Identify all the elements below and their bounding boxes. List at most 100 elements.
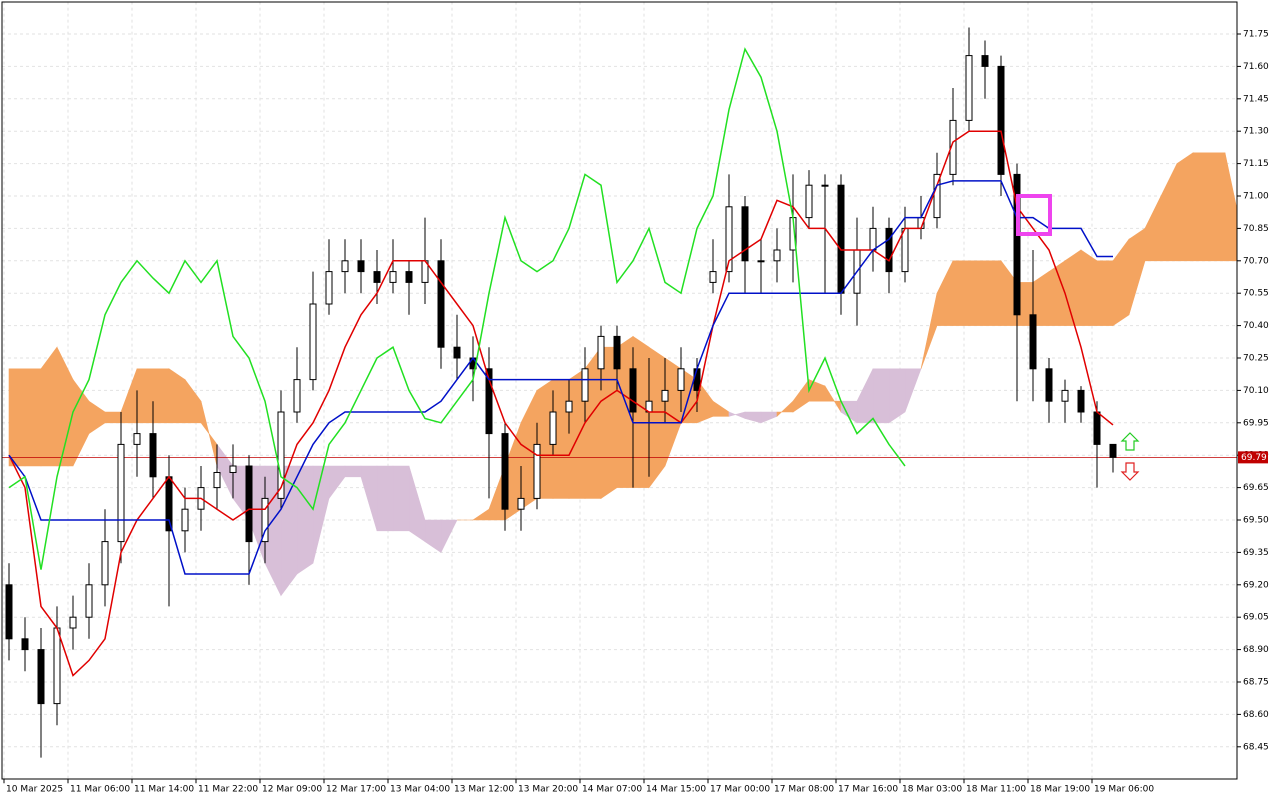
candle-body — [453, 346, 461, 359]
candle-body — [101, 541, 109, 586]
candle-body — [229, 465, 237, 473]
highlight-box — [1016, 194, 1052, 236]
y-tick-label: 70.25 — [1243, 354, 1269, 364]
y-tick-label: 69.20 — [1243, 580, 1269, 590]
cloud-segment — [152, 368, 170, 424]
cloud-segment — [648, 346, 666, 489]
candle-body — [485, 368, 493, 435]
candle-body — [133, 433, 141, 445]
y-tick-label: 69.50 — [1243, 516, 1269, 526]
cloud-segment — [136, 368, 154, 424]
x-tick-label: 12 Mar 17:00 — [326, 785, 386, 795]
candle-body — [309, 303, 317, 381]
cloud-segment — [1192, 152, 1210, 262]
x-tick-label: 11 Mar 22:00 — [198, 785, 258, 795]
candle-body — [213, 471, 221, 489]
candle-body — [613, 335, 621, 370]
x-tick-label: 11 Mar 14:00 — [134, 785, 194, 795]
x-tick-label: 14 Mar 15:00 — [646, 785, 706, 795]
candle-body — [389, 271, 397, 283]
y-tick-label: 70.10 — [1243, 386, 1269, 396]
candle-body — [405, 271, 413, 283]
cloud-segment — [1208, 152, 1226, 262]
cloud-segment — [984, 260, 1002, 326]
cloud-segment — [1224, 152, 1237, 262]
y-tick-label: 69.65 — [1243, 483, 1269, 493]
y-tick-label: 71.45 — [1243, 94, 1269, 104]
cloud-segment — [872, 368, 890, 424]
x-tick-label: 11 Mar 06:00 — [70, 785, 130, 795]
x-tick-label: 17 Mar 16:00 — [838, 785, 898, 795]
candle-body — [565, 400, 573, 413]
cloud-segment — [600, 346, 618, 499]
candle-body — [661, 389, 669, 402]
cloud-segment — [392, 465, 410, 532]
x-tick-label: 18 Mar 11:00 — [966, 785, 1026, 795]
candle-body — [901, 227, 909, 273]
y-tick-label: 69.35 — [1243, 548, 1269, 558]
candle-body — [933, 173, 941, 219]
candle-body — [245, 465, 253, 543]
x-tick-label: 13 Mar 04:00 — [390, 785, 450, 795]
y-tick-label: 68.45 — [1243, 742, 1269, 752]
y-tick-label: 69.95 — [1243, 418, 1269, 428]
candle-body — [5, 584, 13, 640]
candle-body — [277, 411, 285, 499]
candle-body — [629, 368, 637, 413]
y-tick-label: 68.60 — [1243, 710, 1269, 720]
candle-body — [949, 119, 957, 175]
axes: 68.45 68.60 68.75 68.90 69.05 69.20 69.35 69.50… — [3, 30, 1269, 795]
candle-body — [1013, 173, 1021, 316]
candle-body — [181, 508, 189, 532]
x-tick-label: 14 Mar 07:00 — [582, 785, 642, 795]
price-label: 69.79 — [1241, 453, 1267, 463]
cloud-segment — [1080, 249, 1098, 326]
x-tick-label: 18 Mar 19:00 — [1030, 785, 1090, 795]
candle-body — [1061, 389, 1069, 402]
candle-body — [341, 260, 349, 273]
y-tick-label: 68.90 — [1243, 645, 1269, 655]
candle-body — [805, 184, 813, 219]
indicator-line — [8, 47, 906, 570]
candle-body — [869, 227, 877, 251]
cloud-segment — [296, 465, 314, 575]
candle-body — [293, 379, 301, 413]
candle-body — [677, 368, 685, 391]
candle-body — [1109, 443, 1117, 458]
cloud-segment — [440, 519, 458, 553]
down-arrow — [1120, 462, 1140, 481]
candle-body — [1045, 368, 1053, 402]
candle-body — [741, 206, 749, 262]
candle-body — [597, 335, 605, 370]
y-tick-label: 71.60 — [1243, 62, 1269, 72]
candle-body — [501, 433, 509, 510]
y-tick-label: 71.30 — [1243, 127, 1269, 137]
cloud-segment — [24, 368, 42, 467]
grid — [2, 1, 1237, 780]
candle-body — [517, 497, 525, 510]
candle-body — [549, 411, 557, 445]
y-tick-label: 71.00 — [1243, 192, 1269, 202]
y-tick-label: 69.05 — [1243, 613, 1269, 623]
y-tick-label: 70.55 — [1243, 289, 1269, 299]
x-tick-label: 17 Mar 08:00 — [774, 785, 834, 795]
x-tick-label: 12 Mar 09:00 — [262, 785, 322, 795]
x-tick-label: 19 Mar 06:00 — [1094, 785, 1154, 795]
candle-body — [757, 260, 765, 263]
candle-body — [837, 184, 845, 294]
candle-body — [965, 55, 973, 121]
candle-body — [885, 227, 893, 273]
candle-body — [69, 616, 77, 629]
candle-body — [325, 271, 333, 305]
cloud-segment — [1176, 152, 1194, 262]
candle-body — [693, 368, 701, 391]
cloud-segment — [8, 368, 26, 467]
cloud-segment — [376, 465, 394, 532]
candle-body — [1029, 314, 1037, 370]
candle-body — [981, 55, 989, 67]
plot-border — [1, 1, 1238, 780]
candle-body — [997, 65, 1005, 175]
x-tick-label: 10 Mar 2025 — [6, 785, 63, 795]
x-tick-label: 13 Mar 12:00 — [454, 785, 514, 795]
